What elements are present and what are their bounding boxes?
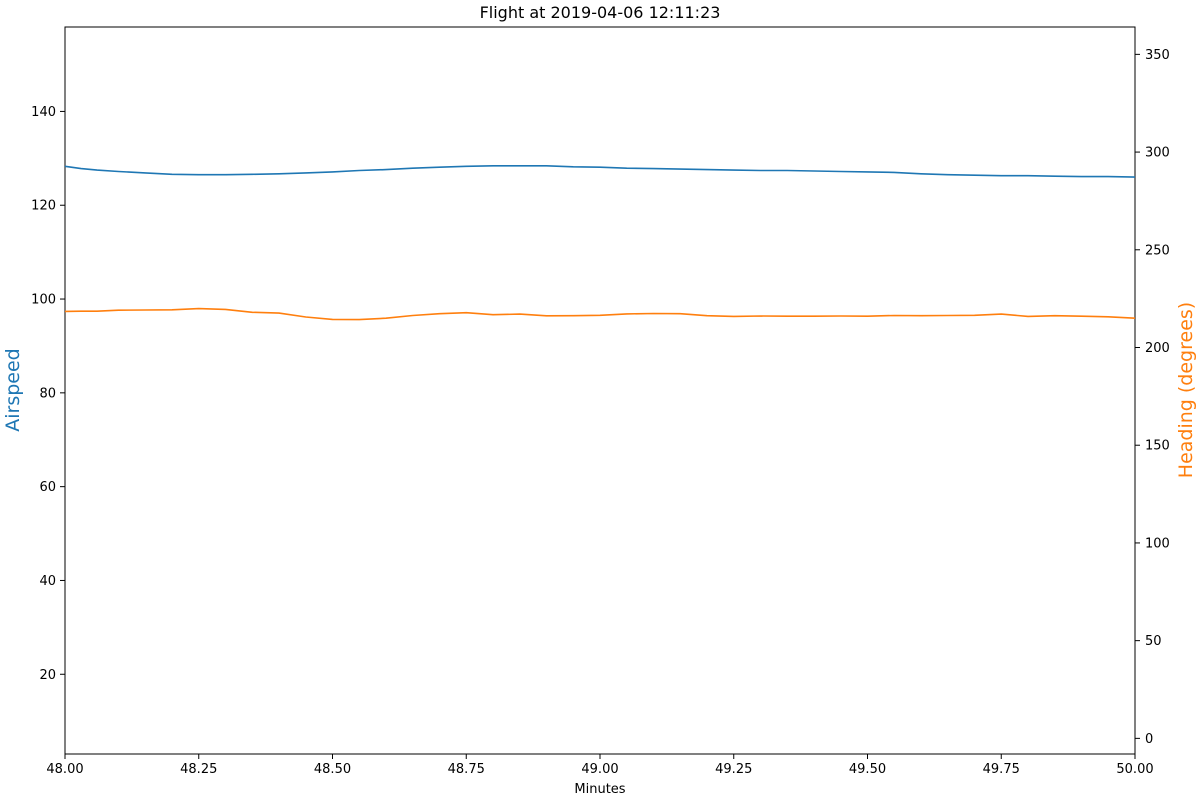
chart-title: Flight at 2019-04-06 12:11:23 [480, 3, 721, 22]
y-right-tick-label: 350 [1145, 48, 1170, 63]
x-tick-label: 48.00 [46, 762, 83, 777]
y-right-tick-label: 250 [1145, 243, 1170, 258]
heading-series-line [64, 307, 1136, 321]
x-tick-label: 49.75 [983, 762, 1020, 777]
y-right-tick-label: 200 [1145, 341, 1170, 356]
x-tick-label: 49.00 [581, 762, 618, 777]
y-left-tick-label: 60 [39, 480, 56, 495]
x-tick-label: 49.50 [849, 762, 886, 777]
y-left-tick-label: 140 [31, 105, 56, 120]
y-left-tick-label: 20 [39, 668, 56, 683]
x-axis-ticks: 48.00 48.25 48.50 48.75 49.00 49.25 49.50 49.75… [46, 754, 1154, 777]
y-right-tick-label: 50 [1145, 634, 1162, 649]
y-right-tick-label: 300 [1145, 146, 1170, 161]
y-left-tick-label: 100 [31, 293, 56, 308]
x-tick-label: 48.25 [180, 762, 217, 777]
series-layer [64, 165, 1136, 321]
y-right-axis-label: Heading (degrees) [1175, 302, 1197, 478]
y-left-tick-label: 40 [39, 574, 56, 589]
y-left-tick-label: 120 [31, 199, 56, 214]
x-tick-label: 48.75 [448, 762, 485, 777]
x-tick-label: 48.50 [314, 762, 351, 777]
x-tick-label: 49.25 [715, 762, 752, 777]
y-left-axis-label: Airspeed [2, 348, 24, 432]
y-left-tick-label: 80 [39, 386, 56, 401]
y-left-axis-ticks: 20 40 60 80 100 120 140 [31, 105, 65, 683]
y-right-axis-ticks: 0 50 100 150 200 250 300 350 [1135, 48, 1170, 747]
y-right-tick-label: 0 [1145, 732, 1153, 747]
x-axis-label: Minutes [574, 782, 625, 797]
y-right-tick-label: 150 [1145, 439, 1170, 454]
x-tick-label: 50.00 [1116, 762, 1153, 777]
airspeed-series-line [64, 165, 1136, 178]
y-right-tick-label: 100 [1145, 536, 1170, 551]
